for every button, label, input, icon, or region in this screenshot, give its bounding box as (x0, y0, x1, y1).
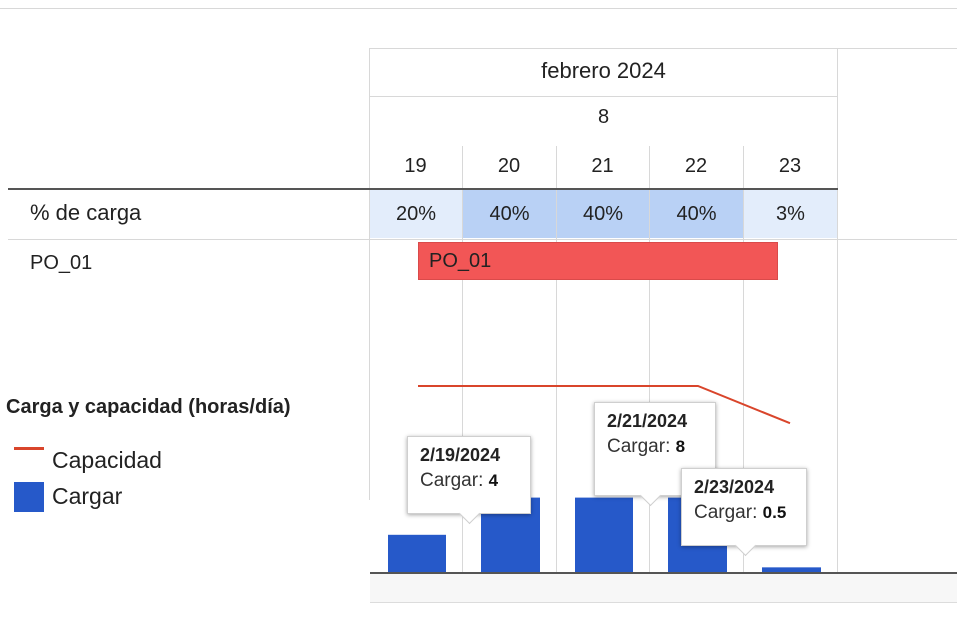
day-divider (556, 146, 557, 572)
load-bar[interactable] (762, 567, 821, 572)
load-row-divider (8, 239, 957, 240)
tooltip-value: 8 (675, 437, 686, 456)
task-bar-label: PO_01 (429, 250, 492, 272)
tooltip-row: Cargar: 0.5 (694, 502, 794, 524)
day-label: 20 (497, 154, 521, 177)
week-label: 8 (597, 106, 610, 128)
tooltip-value: 0.5 (762, 503, 787, 522)
horizontal-scrollbar[interactable] (370, 574, 957, 603)
load-cell: 40% (650, 190, 743, 238)
legend-item-cargar: Cargar (52, 483, 123, 509)
task-bar-po01[interactable]: PO_01 (418, 242, 778, 280)
legend-item-capacidad: Capacidad (52, 447, 162, 473)
tooltip-row: Cargar: 8 (607, 436, 703, 458)
tooltip-2-19: 2/19/2024 Cargar: 4 (407, 436, 531, 525)
load-row-label: % de carga (30, 200, 142, 225)
tooltip-label: Cargar: (694, 502, 758, 523)
load-cell: 3% (744, 190, 837, 238)
day-label: 19 (404, 154, 427, 177)
day-label: 21 (591, 154, 614, 177)
load-cell: 40% (557, 190, 649, 238)
load-cell: 40% (463, 190, 556, 238)
load-cell: 20% (370, 190, 462, 238)
tooltip-value: 4 (488, 471, 499, 490)
day-divider (649, 146, 650, 572)
day-label: 23 (778, 154, 802, 177)
tooltip-row: Cargar: 4 (420, 470, 518, 492)
header-bottom-border (8, 188, 838, 190)
task-row-label: PO_01 (30, 252, 93, 274)
header-top-border (369, 48, 957, 49)
tooltip-date: 2/19/2024 (420, 445, 501, 465)
top-divider (0, 8, 957, 9)
tooltip-label: Cargar: (420, 470, 484, 491)
tooltip-2-23: 2/23/2024 Cargar: 0.5 (681, 468, 807, 557)
load-bar[interactable] (575, 497, 633, 572)
tooltip-date: 2/23/2024 (694, 477, 775, 497)
load-bar[interactable] (388, 534, 446, 572)
capacity-line (418, 385, 791, 425)
day-divider (462, 146, 463, 572)
legend-title: Carga y capacidad (horas/día) (6, 396, 291, 418)
tooltip-date: 2/21/2024 (607, 411, 688, 431)
month-divider (369, 96, 838, 97)
capacity-legend-line-icon (14, 447, 44, 450)
load-legend-square-icon (14, 482, 44, 512)
day-label: 22 (684, 154, 708, 177)
grid-right-border (837, 48, 838, 572)
month-label: febrero 2024 (541, 58, 666, 83)
tooltip-label: Cargar: (607, 436, 671, 457)
grid-left-border (369, 48, 370, 500)
day-divider (743, 146, 744, 572)
chart-baseline (370, 572, 957, 574)
